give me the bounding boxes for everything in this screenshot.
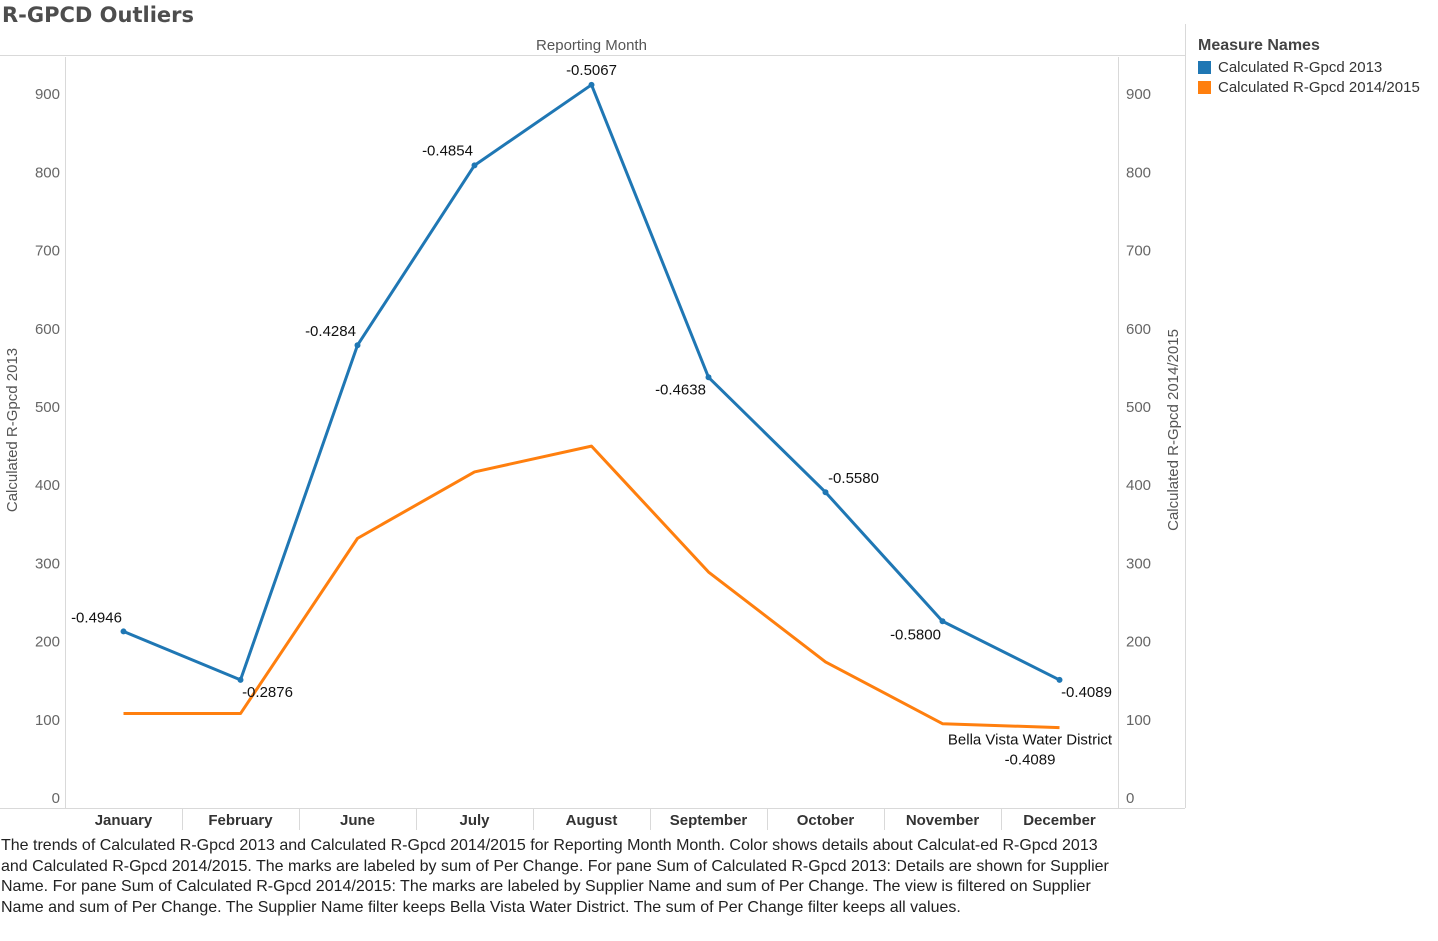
data-label-2013: -0.4854 [422, 142, 473, 159]
y-tick-label-right: 100 [1126, 712, 1151, 729]
y-axis-title-left: Calculated R-Gpcd 2013 [4, 348, 21, 512]
supplier-label: Bella Vista Water District [948, 732, 1113, 749]
x-tick-label: November [906, 812, 980, 829]
data-label-2013: -0.5580 [828, 470, 879, 487]
legend-label: Calculated R-Gpcd 2013 [1218, 58, 1383, 76]
y-axis-ticks-right: 0 100 200 300 400 500 600 700 800 900 [1126, 86, 1151, 807]
y-tick-label-left: 700 [35, 243, 60, 260]
y-tick-label-left: 900 [35, 86, 60, 103]
legend-item[interactable]: Calculated R-Gpcd 2013 [1198, 57, 1420, 77]
x-axis-categories: January February June July August September Oc… [95, 812, 1096, 829]
x-tick-label: December [1023, 812, 1096, 829]
y-tick-label-right: 200 [1126, 634, 1151, 651]
line-chart: Reporting Month Calculated R-Gpcd 2013 C… [0, 24, 1186, 830]
y-tick-label-left: 500 [35, 399, 60, 416]
data-label-2013: -0.4946 [71, 609, 122, 626]
x-axis-title: Reporting Month [536, 37, 647, 54]
data-point-2013 [705, 374, 712, 381]
y-tick-label-left: 800 [35, 164, 60, 181]
data-point-2013 [939, 618, 946, 625]
data-point-2013 [354, 342, 361, 349]
y-tick-label-left: 600 [35, 321, 60, 338]
y-tick-label-right: 700 [1126, 243, 1151, 260]
chart-frame [0, 24, 1186, 830]
series-line-2014-2015 [123, 444, 1060, 730]
legend-label: Calculated R-Gpcd 2014/2015 [1218, 78, 1420, 96]
data-point-2013 [1056, 676, 1063, 683]
x-tick-label: July [459, 812, 490, 829]
x-tick-label: August [566, 812, 618, 829]
x-tick-label: October [797, 812, 855, 829]
chart-title: R-GPCD Outliers [2, 3, 195, 27]
legend-swatch [1198, 80, 1211, 94]
y-tick-label-right: 900 [1126, 86, 1151, 103]
y-tick-label-left: 300 [35, 555, 60, 572]
y-tick-label-right: 300 [1126, 555, 1151, 572]
data-label-2013: -0.2876 [242, 684, 293, 701]
legend-item[interactable]: Calculated R-Gpcd 2014/2015 [1198, 77, 1420, 97]
y-axis-ticks-left: 0 100 200 300 400 500 600 700 800 900 [35, 86, 60, 807]
data-point-2013 [237, 676, 244, 683]
y-axis-title-right: Calculated R-Gpcd 2014/2015 [1165, 329, 1182, 531]
series-line-2013 [122, 83, 1061, 682]
data-label-2013: -0.5067 [566, 62, 617, 79]
y-tick-label-left: 0 [52, 790, 60, 807]
data-label-2013: -0.4638 [655, 381, 706, 398]
x-tick-label: January [95, 812, 153, 829]
y-tick-label-left: 200 [35, 634, 60, 651]
data-label-2013: -0.4089 [1061, 684, 1112, 701]
legend-swatch [1198, 60, 1211, 74]
y-tick-label-right: 0 [1126, 790, 1134, 807]
data-label-2013: -0.5800 [890, 626, 941, 643]
data-point-2013 [120, 628, 127, 635]
x-tick-label: September [670, 812, 748, 829]
legend: Measure Names Calculated R-Gpcd 2013 Cal… [1198, 37, 1420, 97]
chart-caption: The trends of Calculated R-Gpcd 2013 and… [1, 837, 1109, 916]
y-tick-label-left: 400 [35, 477, 60, 494]
legend-title: Measure Names [1198, 37, 1320, 54]
data-labels: -0.4946 -0.2876 -0.4284 -0.4854 -0.5067 -0.46… [71, 62, 1113, 769]
y-tick-label-right: 600 [1126, 321, 1151, 338]
data-point-2013 [588, 81, 595, 88]
data-point-2013 [822, 489, 829, 496]
y-tick-label-left: 100 [35, 712, 60, 729]
x-tick-label: June [340, 812, 375, 829]
y-tick-label-right: 400 [1126, 477, 1151, 494]
x-tick-label: February [208, 812, 273, 829]
data-label-2013: -0.4284 [305, 323, 356, 340]
y-tick-label-right: 500 [1126, 399, 1151, 416]
data-point-2013 [471, 162, 478, 169]
series-lines [120, 81, 1063, 730]
data-label-2014-2015: -0.4089 [1005, 752, 1056, 769]
y-tick-label-right: 800 [1126, 164, 1151, 181]
